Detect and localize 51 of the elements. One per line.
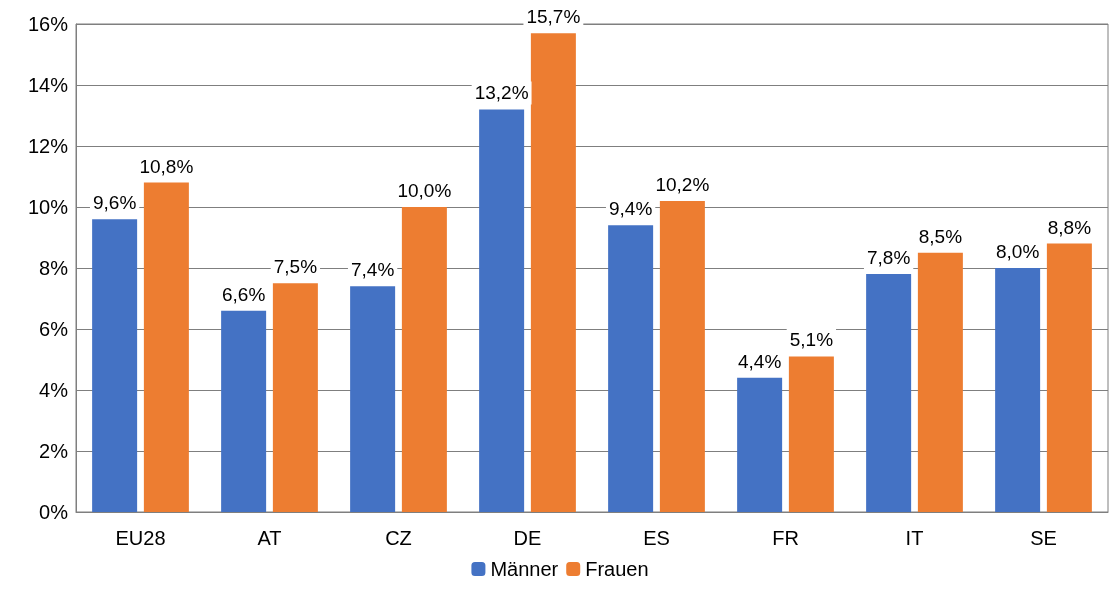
data-label: 7,5%: [273, 256, 318, 278]
bar: [659, 200, 705, 512]
x-tick-label: EU28: [115, 527, 166, 549]
data-label: 8,5%: [918, 225, 963, 247]
y-tick-label: 12%: [27, 135, 69, 157]
data-label: 15,7%: [526, 6, 581, 28]
data-label: 9,4%: [608, 198, 653, 220]
bar: [737, 377, 783, 512]
bar: [221, 310, 267, 512]
y-tick-label: 4%: [39, 379, 69, 401]
bar: [788, 356, 834, 512]
data-label: 9,6%: [92, 192, 137, 214]
data-label: 7,4%: [350, 259, 395, 281]
data-label: 10,0%: [397, 180, 452, 201]
bar: [530, 33, 576, 512]
y-tick-label: 8%: [39, 257, 69, 279]
data-label: 10,8%: [139, 155, 194, 177]
bar: [1046, 243, 1092, 512]
data-label: 5,1%: [789, 329, 834, 351]
x-tick-label: DE: [513, 527, 542, 549]
bar: [995, 268, 1041, 512]
bar: [917, 252, 963, 512]
y-tick-label: 6%: [39, 318, 69, 340]
legend-label: Frauen: [585, 558, 649, 580]
data-label: 8,0%: [995, 241, 1040, 262]
bar: [92, 219, 138, 512]
data-label: 6,6%: [221, 283, 266, 305]
y-tick-label: 14%: [27, 74, 69, 96]
y-tick-label: 2%: [39, 440, 69, 462]
legend-label: Männer: [490, 558, 559, 580]
bar: [272, 283, 318, 512]
data-label: 4,4%: [737, 350, 782, 372]
bar: [866, 274, 912, 512]
data-label: 8,8%: [1047, 216, 1092, 238]
bar: [401, 207, 447, 512]
x-tick-label: IT: [905, 527, 924, 549]
bar: [143, 182, 189, 512]
y-tick-label: 16%: [27, 13, 69, 35]
data-label: 7,8%: [866, 247, 911, 269]
bar: [350, 286, 396, 512]
x-tick-label: ES: [643, 527, 670, 549]
x-tick-label: CZ: [385, 527, 412, 549]
x-tick-label: AT: [257, 527, 282, 549]
data-label: 13,2%: [474, 82, 529, 104]
y-tick-label: 10%: [27, 196, 69, 218]
data-label: 10,2%: [655, 173, 710, 195]
y-tick-label: 0%: [39, 501, 69, 523]
bar: [479, 109, 525, 512]
bar: [608, 225, 654, 512]
x-tick-label: SE: [1030, 527, 1057, 549]
x-tick-label: FR: [772, 527, 799, 549]
